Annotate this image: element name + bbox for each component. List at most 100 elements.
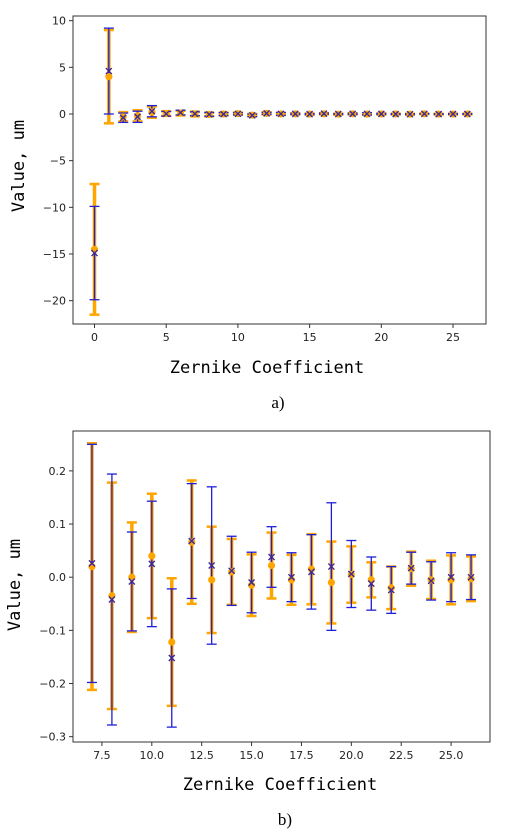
chart-b-blue-x-marker (208, 562, 216, 569)
chart-b-xtick-label: 25.0 (439, 749, 464, 762)
chart-b-blue-x-marker (387, 586, 395, 594)
chart-b-blue-x-marker (108, 596, 116, 604)
chart-a-ytick-label: 0 (59, 108, 66, 121)
chart-b-ticks: 7.5 10.0 12.5 15.0 17.5 20.0 22.5 25.0 0.2 0.1 0.0… (39, 465, 463, 762)
chart-a-xlabel: Zernike Coefficient (170, 358, 364, 378)
chart-b-xtick-label: 10.0 (140, 749, 165, 762)
chart-a-ticks: 0 5 10 15 20 25 10 5 0 −5 −10 −15 −20 (43, 15, 460, 344)
chart-a-blue-x-marker (463, 110, 471, 118)
chart-a-ytick-label: −20 (43, 295, 66, 308)
chart-b-blue-x-marker (268, 553, 276, 561)
chart-a-blue-x-marker (291, 110, 299, 118)
chart-b-orange-point (427, 576, 435, 584)
chart-a-blue-x-marker (134, 113, 142, 121)
chart-b-orange-point (327, 578, 335, 587)
chart-a-blue-x-marker (234, 110, 242, 118)
chart-a-blue-x-marker (306, 110, 314, 118)
chart-a-ytick-label: 10 (52, 15, 66, 28)
chart-b-blue-x-marker (407, 564, 415, 572)
chart-a-blue-x-marker (349, 110, 357, 118)
chart-a-blue-x-marker (177, 109, 185, 117)
chart-b-blue-x-marker (228, 567, 236, 575)
chart-b-blue-x-marker (188, 537, 196, 545)
chart-b-xtick-label: 7.5 (93, 749, 111, 762)
chart-a-blue-x-marker (248, 111, 256, 119)
chart-a-blue-x-marker (449, 110, 457, 118)
chart-a-blue-x-marker (406, 110, 414, 118)
chart-a-xtick-label: 10 (231, 331, 245, 344)
chart-a-caption: a) (271, 393, 284, 412)
chart-b-ytick-label: 0.1 (49, 518, 67, 531)
chart-b-orange-point (208, 576, 216, 584)
chart-b-blue-x-marker (307, 568, 315, 576)
chart-a-plot-frame (72, 15, 487, 325)
chart-b-xtick-label: 12.5 (189, 749, 214, 762)
chart-b-caption: b) (278, 810, 292, 829)
chart-b-blue-x-marker (427, 577, 435, 585)
chart-a-blue-x-marker (91, 249, 99, 257)
chart-b-blue-x-marker (467, 573, 475, 581)
chart-b-blue-x-marker (287, 573, 295, 581)
chart-b-xtick-label: 17.5 (289, 749, 314, 762)
chart-a-blue-x-marker (420, 110, 428, 118)
chart-b-ytick-label: 0.0 (49, 571, 67, 584)
chart-a-ytick-label: 5 (59, 61, 66, 74)
chart-b-orange-point (168, 638, 176, 646)
chart-b-xtick-label: 20.0 (339, 749, 364, 762)
chart-a-xtick-label: 15 (303, 331, 317, 344)
chart-a-blue-x-marker (377, 110, 385, 118)
chart-b-xtick-label: 15.0 (239, 749, 264, 762)
chart-a-blue-x-marker (320, 110, 328, 118)
chart-a-blue-x-marker (277, 110, 285, 118)
chart-a-xtick-label: 5 (163, 331, 170, 344)
chart-a-orange-point (90, 245, 99, 253)
chart-a-blue-x-marker (205, 110, 213, 118)
chart-a-xtick-label: 0 (91, 331, 98, 344)
chart-b-orange-point (267, 561, 276, 570)
chart-a-xtick-label: 25 (446, 331, 460, 344)
chart-b-errorbars (86, 441, 477, 728)
chart-b-xtick-label: 22.5 (389, 749, 414, 762)
chart-b-ytick-label: 0.2 (49, 465, 67, 478)
chart-b-blue-x-marker (367, 580, 375, 588)
chart-b-orange-point (108, 592, 116, 600)
chart-a-blue-x-marker (105, 67, 113, 75)
chart-a-blue-x-marker (334, 110, 342, 118)
chart-a-blue-x-marker (363, 110, 371, 118)
chart-a-blue-x-marker (263, 109, 271, 117)
chart-b-xlabel: Zernike Coefficient (183, 775, 377, 795)
chart-a-blue-x-marker (148, 107, 156, 115)
chart-a-ytick-label: −5 (50, 155, 66, 168)
chart-a-xtick-label: 20 (374, 331, 388, 344)
chart-a-ylabel: Value, um (9, 120, 29, 212)
chart-b-ylabel: Value, um (5, 539, 25, 631)
chart-a-orange-point (105, 73, 113, 81)
chart-b-orange-point (387, 584, 395, 592)
chart-b-blue-x-marker (88, 559, 96, 567)
chart-b-orange-point (148, 552, 156, 560)
chart-a-blue-x-marker (220, 110, 228, 118)
chart-b-orange-point (188, 538, 196, 546)
chart-b-ytick-label: −0.3 (39, 731, 66, 744)
chart-a-blue-x-marker (119, 114, 127, 122)
chart-b-blue-x-marker (447, 573, 455, 581)
chart-a-blue-x-marker (191, 110, 199, 118)
chart-b-orange-point (367, 576, 375, 584)
chart-b-orange-point (228, 568, 236, 576)
chart-a-blue-x-marker (435, 110, 443, 118)
chart-a-errorbars (89, 27, 473, 316)
chart-b: 7.5 10.0 12.5 15.0 17.5 20.0 22.5 25.0 0.2 0.1 0.0… (5, 430, 491, 829)
chart-b-orange-point (467, 575, 475, 583)
chart-a-blue-x-marker (392, 110, 400, 118)
chart-b-blue-x-marker (148, 560, 156, 568)
chart-b-ytick-label: −0.2 (39, 678, 66, 691)
chart-b-blue-x-marker (168, 654, 176, 662)
chart-b-ytick-label: −0.1 (39, 624, 66, 637)
chart-a-ytick-label: −15 (43, 248, 66, 261)
chart-b-blue-x-marker (128, 577, 136, 585)
chart-a: 0 5 10 15 20 25 10 5 0 −5 −10 −15 −20 Zernike Coeffi… (9, 15, 487, 412)
chart-b-plot-frame (72, 430, 491, 743)
chart-b-blue-x-marker (327, 563, 335, 571)
chart-b-blue-x-marker (248, 579, 256, 587)
